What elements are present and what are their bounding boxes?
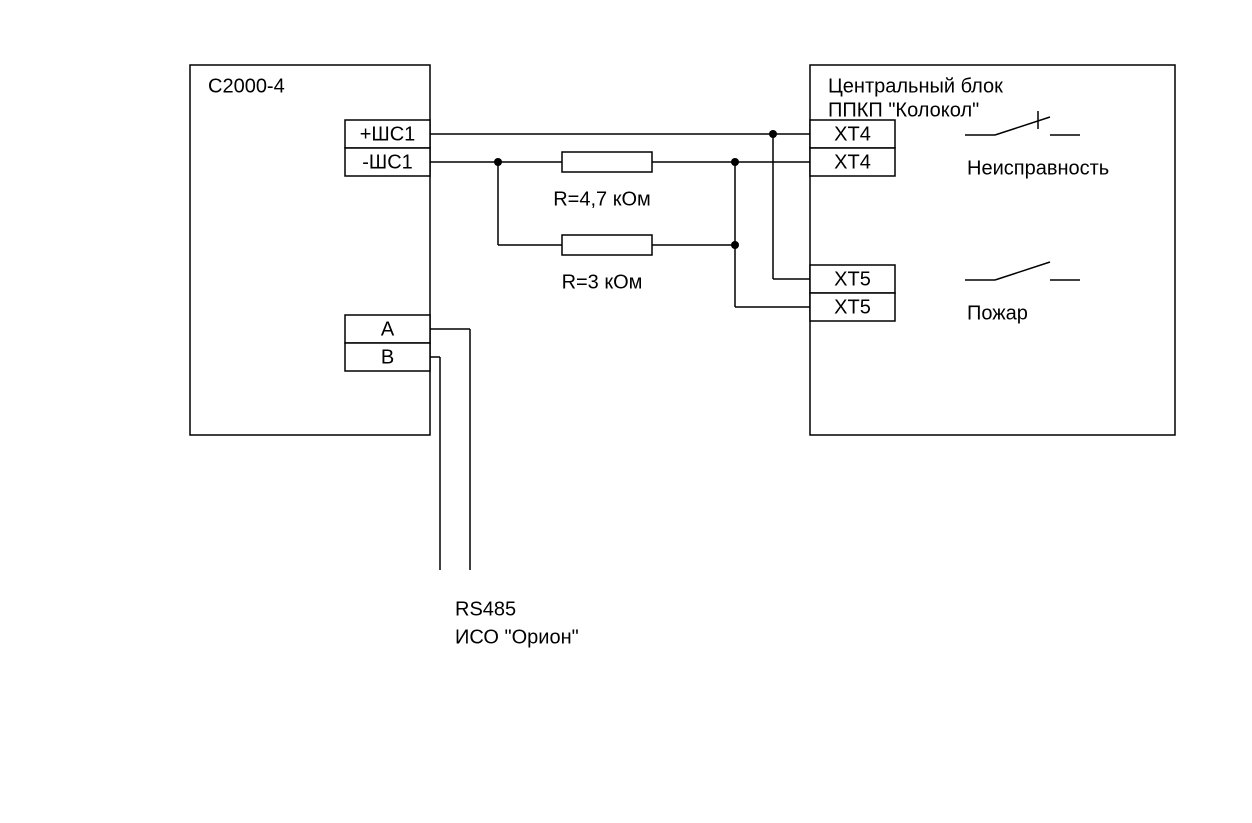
- left-block-title: С2000-4: [208, 75, 285, 97]
- resistor-R1: [562, 152, 652, 172]
- terminal-label-XT4a: XT4: [834, 123, 871, 145]
- resistor-R2: [562, 235, 652, 255]
- terminal-label-XT5b: XT5: [834, 296, 871, 318]
- resistor-label-R1: R=4,7 кОм: [553, 188, 651, 210]
- rs485-label-1: RS485: [455, 598, 516, 620]
- right-block-title-2: ППКП "Колокол": [828, 99, 979, 121]
- terminal-label-minus_shc1: -ШС1: [362, 151, 413, 173]
- terminal-label-B: B: [381, 346, 394, 368]
- terminal-label-A: A: [381, 318, 395, 340]
- terminal-label-XT4b: XT4: [834, 151, 871, 173]
- resistor-label-R2: R=3 кОм: [562, 271, 643, 293]
- terminal-label-XT5a: XT5: [834, 268, 871, 290]
- contact-label-fault: Неисправность: [967, 157, 1109, 179]
- right-block-title-1: Центральный блок: [828, 75, 1003, 97]
- terminal-label-plus_shc1: +ШС1: [360, 123, 416, 145]
- contact-label-fire: Пожар: [967, 302, 1028, 324]
- rs485-label-2: ИСО "Орион": [455, 626, 579, 648]
